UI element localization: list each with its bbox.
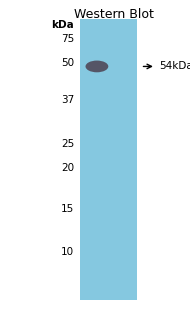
Text: 54kDa: 54kDa (160, 61, 190, 71)
Text: 75: 75 (61, 34, 74, 44)
Text: 20: 20 (61, 163, 74, 173)
Text: 50: 50 (61, 58, 74, 68)
Text: 37: 37 (61, 95, 74, 105)
Text: 25: 25 (61, 139, 74, 149)
Text: Western Blot: Western Blot (74, 8, 154, 21)
Bar (80, 19, 137, 300)
Text: 10: 10 (61, 247, 74, 257)
Text: kDa: kDa (51, 20, 74, 30)
Text: 15: 15 (61, 204, 74, 214)
Ellipse shape (86, 61, 108, 72)
